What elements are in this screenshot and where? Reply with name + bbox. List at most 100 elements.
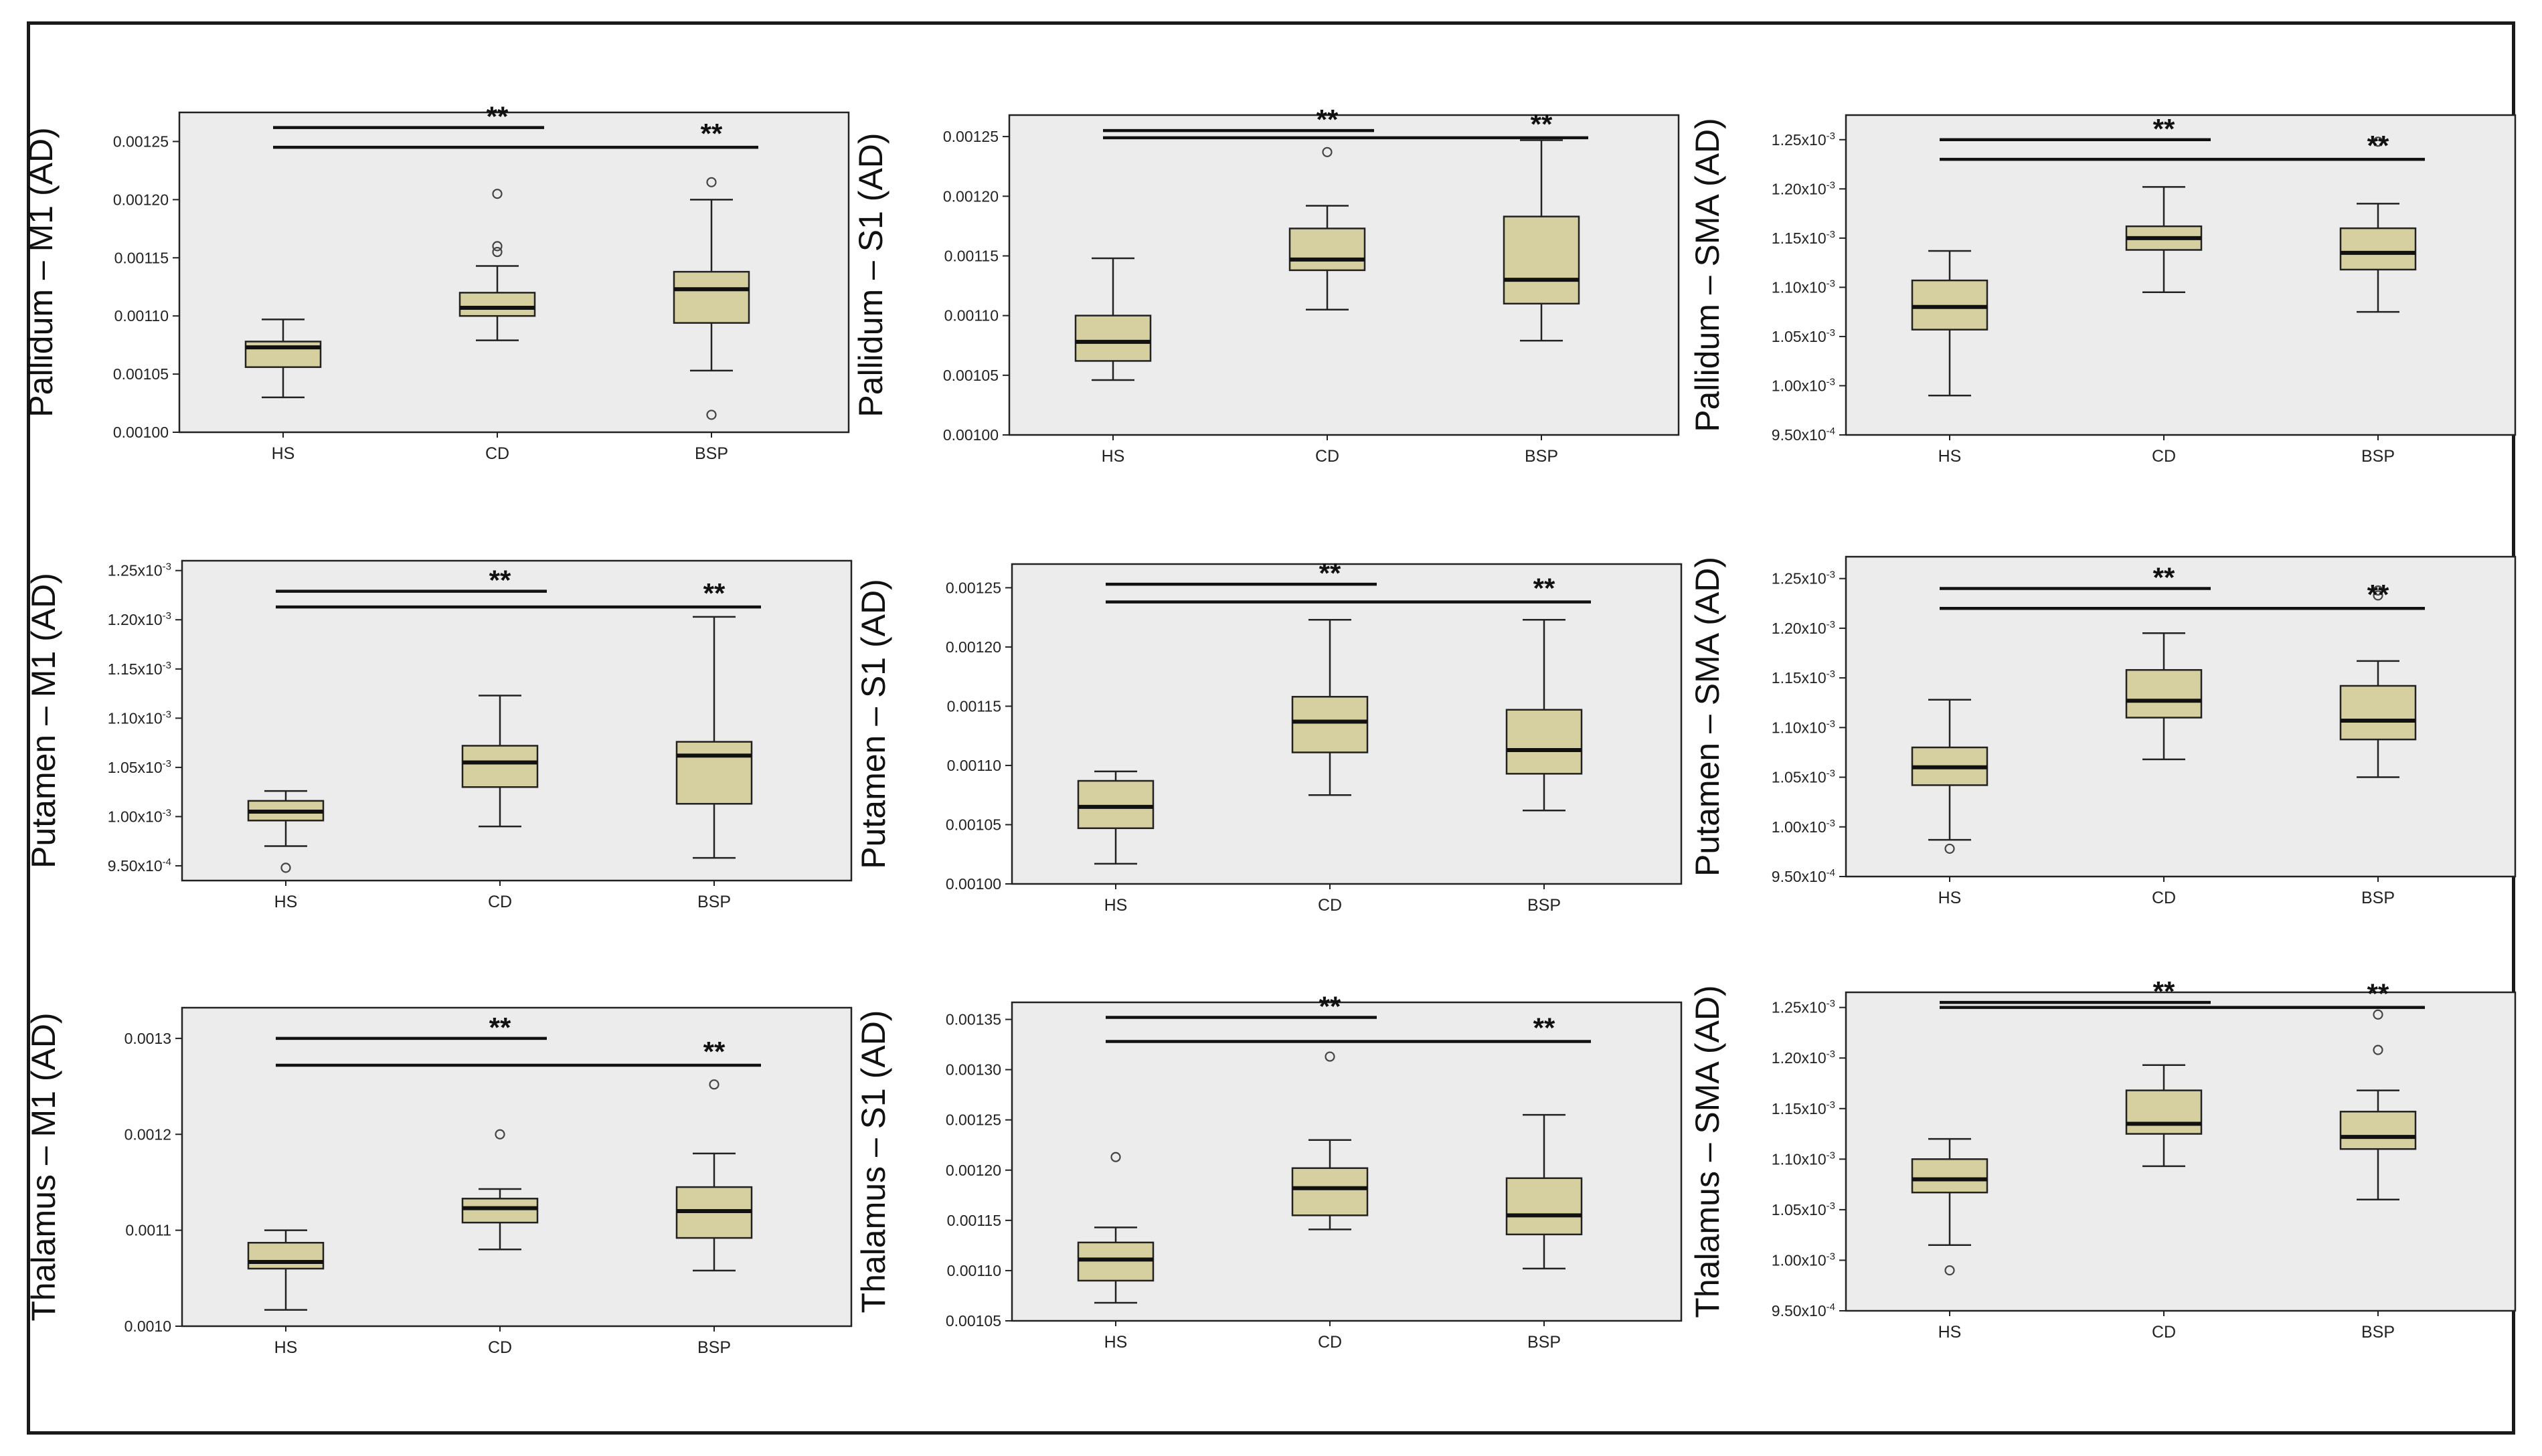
y-tick-label: 0.00120 (946, 1162, 1001, 1179)
y-tick-label: 0.00105 (946, 816, 1001, 833)
x-tick-label-cd: CD (1315, 447, 1339, 466)
significance-label: ** (2367, 130, 2389, 161)
outlier-point (2373, 1009, 2383, 1020)
box-cd (1291, 1051, 1369, 1231)
box-cd (2125, 1064, 2203, 1168)
box-iqr (1077, 1241, 1155, 1282)
y-tick-label: 0.00100 (113, 424, 169, 441)
y-tick-label: 9.50x10-4 (1772, 426, 1835, 444)
y-axis-title: Thalamus – M1 (AD) (25, 1012, 62, 1321)
significance-label: ** (2153, 113, 2175, 145)
y-tick-label: 1.20x10-3 (1772, 1049, 1835, 1067)
y-tick-label: 1.25x10-3 (1772, 998, 1835, 1016)
x-tick-label-bsp: BSP (2361, 447, 2395, 466)
outlier-point (2373, 585, 2383, 596)
y-tick-label: 0.00115 (944, 247, 999, 264)
plot-area (1845, 114, 2517, 436)
x-tick-label-hs: HS (1102, 447, 1125, 466)
outlier-point (709, 1079, 719, 1090)
y-tick-label: 0.00110 (944, 307, 999, 325)
y-tick-label: 0.0010 (124, 1317, 171, 1335)
y-tick-label: 0.00110 (947, 1262, 1001, 1279)
y-tick-label: 0.00125 (946, 1111, 1001, 1129)
box-hs (247, 1229, 325, 1311)
x-tick-label-hs: HS (1938, 1323, 1962, 1342)
y-tick-label: 9.50x10-4 (1772, 1301, 1835, 1320)
significance-label: ** (489, 1012, 511, 1043)
box-cd (1288, 147, 1366, 310)
y-tick-label: 1.05x10-3 (1772, 327, 1835, 345)
boxplot-panel-8: Thalamus – S1 (AD) 0.00105 0.00110 0.00115 0… (855, 991, 1683, 1352)
x-tick-label-bsp: BSP (695, 444, 728, 463)
significance-label: ** (2367, 978, 2389, 1010)
outlier-point (1325, 1051, 1335, 1062)
box-hs (244, 318, 322, 399)
significance-label: ** (1531, 108, 1553, 140)
significance-label: ** (1533, 1012, 1555, 1044)
box-iqr (1503, 215, 1580, 305)
y-axis-title: Thalamus – SMA (AD) (1689, 985, 1726, 1317)
outlier-point (1944, 1265, 1955, 1276)
box-bsp (1505, 1113, 1583, 1270)
box-bsp (1503, 139, 1580, 342)
box-iqr (1288, 227, 1366, 272)
y-tick-label: 1.25x10-3 (1772, 569, 1835, 587)
outlier-point (1944, 843, 1955, 854)
boxplot-panel-4: Putamen – M1 (AD) 9.50x10-4 1.00x10-3 1.05x… (25, 559, 853, 911)
x-tick-label-cd: CD (2152, 889, 2176, 907)
significance-label: ** (1319, 557, 1341, 589)
plot-area (181, 559, 853, 882)
outlier-point (492, 241, 503, 252)
significance-label: ** (487, 101, 509, 132)
box-iqr (2125, 1089, 2203, 1135)
outlier-point (492, 246, 503, 258)
box-cd (461, 695, 539, 828)
boxplot-panel-7: Thalamus – M1 (AD) 0.0010 0.0011 0.0012 0.00… (25, 1006, 853, 1357)
box-cd (2125, 632, 2203, 761)
y-tick-label: 0.00120 (113, 191, 169, 208)
box-bsp (675, 1079, 753, 1272)
significance-label: ** (1317, 104, 1339, 135)
y-tick-label: 1.10x10-3 (108, 709, 171, 727)
x-tick-label-cd: CD (1318, 896, 1342, 915)
y-tick-label: 1.00x10-3 (108, 807, 171, 825)
outlier-point (1322, 147, 1333, 157)
y-tick-label: 0.00120 (946, 638, 1001, 656)
box-hs (1911, 1138, 1988, 1276)
x-tick-label-cd: CD (1318, 1333, 1342, 1352)
x-tick-label-bsp: BSP (697, 1338, 731, 1357)
box-hs (1077, 1152, 1155, 1304)
box-iqr (2339, 685, 2417, 741)
outlier-point (280, 862, 291, 873)
outlier-point (2373, 136, 2383, 147)
x-tick-label-hs: HS (1938, 447, 1962, 466)
y-tick-label: 1.20x10-3 (1772, 619, 1835, 637)
box-iqr (2339, 1111, 2417, 1150)
y-tick-label: 1.05x10-3 (1772, 768, 1835, 786)
box-bsp (1505, 618, 1583, 812)
box-iqr (247, 1242, 325, 1270)
y-tick-label: 1.15x10-3 (1772, 1099, 1835, 1117)
outlier-point (492, 189, 503, 199)
y-axis-title: Pallidum – M1 (AD) (22, 127, 60, 417)
y-tick-label: 0.00120 (943, 187, 999, 205)
box-bsp (2339, 1009, 2417, 1201)
y-tick-label: 1.20x10-3 (1772, 179, 1835, 197)
y-tick-label: 0.0013 (124, 1030, 171, 1047)
y-tick-label: 1.05x10-3 (1772, 1200, 1835, 1218)
box-cd (461, 1129, 539, 1251)
y-axis-title: Putamen – S1 (AD) (855, 579, 892, 869)
box-iqr (461, 745, 539, 788)
boxplot-panel-5: Putamen – S1 (AD) 0.00100 0.00105 0.00110 0.… (855, 557, 1683, 915)
x-tick-label-bsp: BSP (697, 893, 731, 911)
significance-label: ** (1319, 991, 1341, 1022)
y-tick-label: 1.05x10-3 (108, 758, 171, 776)
outlier-point (706, 177, 717, 187)
y-tick-label: 1.25x10-3 (1772, 130, 1835, 149)
x-tick-label-hs: HS (274, 893, 298, 911)
y-axis-title: Putamen – SMA (AD) (1689, 557, 1726, 877)
x-tick-label-hs: HS (274, 1338, 298, 1357)
box-hs (1911, 250, 1988, 397)
y-tick-label: 0.00100 (943, 426, 999, 444)
y-tick-label: 0.00130 (946, 1061, 1001, 1079)
